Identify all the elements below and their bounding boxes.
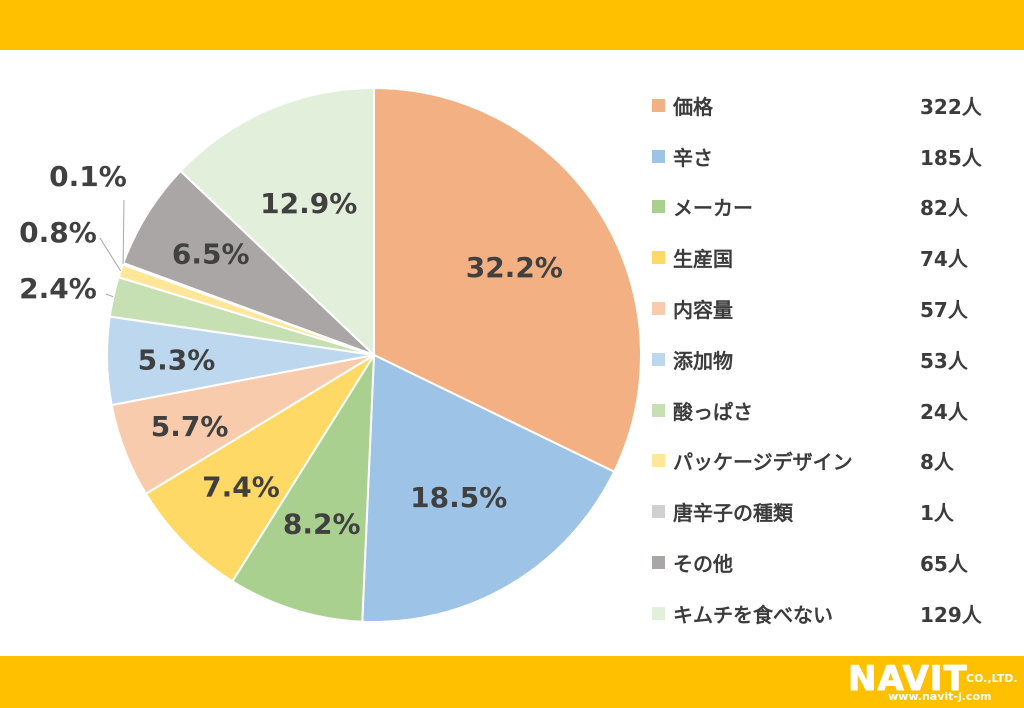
legend-item: 辛さ 185人 bbox=[652, 131, 992, 182]
legend-count: 74人 bbox=[920, 247, 968, 272]
slice-percent-label: 12.9% bbox=[260, 187, 357, 220]
legend-count: 65人 bbox=[920, 552, 968, 577]
legend-label: その他 bbox=[673, 552, 733, 577]
legend-swatch bbox=[652, 200, 665, 214]
legend-item: キムチを食べない 129人 bbox=[652, 588, 992, 639]
slice-percent-label: 7.4% bbox=[202, 470, 280, 503]
logo-wordmark: NAVIT bbox=[848, 659, 968, 699]
legend-count: 82人 bbox=[920, 196, 968, 221]
legend-item: その他 65人 bbox=[652, 537, 992, 588]
legend-label: メーカー bbox=[673, 196, 753, 221]
slice-percent-label: 2.4% bbox=[19, 272, 97, 305]
legend-item: 酸っぱさ 24人 bbox=[652, 385, 992, 436]
legend-swatch bbox=[652, 149, 665, 163]
legend-count: 1人 bbox=[920, 501, 954, 526]
legend-swatch bbox=[652, 606, 665, 620]
slice-percent-label: 5.3% bbox=[138, 343, 216, 376]
legend-swatch bbox=[652, 403, 665, 417]
legend-swatch bbox=[652, 352, 665, 366]
legend-swatch bbox=[652, 505, 665, 519]
chart-legend: 価格 322人辛さ 185人メーカー 82人生産国 74人内容量 57人添加物 53人酸っぱ… bbox=[652, 80, 992, 639]
legend-item: メーカー 82人 bbox=[652, 182, 992, 233]
legend-item: 内容量 57人 bbox=[652, 283, 992, 334]
legend-swatch bbox=[652, 98, 665, 112]
leader-line bbox=[122, 199, 125, 264]
logo-url: www.navit-j.com bbox=[888, 690, 992, 703]
logo-company-suffix: CO.,LTD. bbox=[966, 672, 1018, 685]
pie-slice bbox=[373, 86, 640, 474]
legend-label: 辛さ bbox=[673, 145, 713, 170]
pie-slice bbox=[122, 169, 375, 356]
legend-label: 唐辛子の種類 bbox=[673, 501, 793, 526]
slice-percent-label: 0.1% bbox=[49, 160, 127, 193]
legend-item: パッケージデザイン 8人 bbox=[652, 436, 992, 487]
legend-label: キムチを食べない bbox=[673, 602, 833, 627]
legend-swatch bbox=[652, 302, 665, 316]
slice-percent-label: 8.2% bbox=[283, 507, 361, 540]
pie-chart: 32.2% 18.5% 8.2%7.4% 5.7% 5.3% 2.4% 0.8% 0.1% 6.… bbox=[19, 86, 640, 623]
legend-swatch bbox=[652, 251, 665, 265]
legend-item: 価格 322人 bbox=[652, 80, 992, 131]
top-band bbox=[0, 0, 1024, 50]
legend-count: 24人 bbox=[920, 399, 968, 424]
slice-percent-label: 5.7% bbox=[151, 410, 229, 443]
legend-count: 57人 bbox=[920, 298, 968, 323]
legend-item: 生産国 74人 bbox=[652, 232, 992, 283]
legend-label: 内容量 bbox=[673, 298, 733, 323]
slice-percent-label: 6.5% bbox=[172, 238, 250, 271]
pie-slice bbox=[230, 351, 376, 623]
pie-slice bbox=[179, 86, 375, 358]
legend-item: 添加物 53人 bbox=[652, 334, 992, 385]
legend-swatch bbox=[652, 454, 665, 468]
legend-count: 185人 bbox=[920, 145, 982, 170]
legend-swatch bbox=[652, 556, 665, 570]
legend-label: 添加物 bbox=[673, 348, 733, 373]
legend-item: 唐辛子の種類 1人 bbox=[652, 486, 992, 537]
pie-slice bbox=[144, 354, 375, 583]
leader-line bbox=[99, 237, 122, 272]
legend-count: 8人 bbox=[920, 450, 954, 475]
legend-label: パッケージデザイン bbox=[673, 450, 853, 475]
bottom-band bbox=[0, 656, 1024, 708]
legend-count: 53人 bbox=[920, 348, 968, 373]
legend-count: 129人 bbox=[920, 602, 982, 627]
navit-logo: NAVIT CO.,LTD. www.navit-j.com bbox=[848, 660, 1020, 706]
pie-slice bbox=[361, 353, 616, 623]
slice-percent-label: 32.2% bbox=[466, 251, 563, 284]
leader-line bbox=[105, 293, 114, 298]
legend-label: 酸っぱさ bbox=[673, 399, 753, 424]
legend-label: 生産国 bbox=[673, 247, 733, 272]
slice-percent-label: 0.8% bbox=[19, 216, 97, 249]
slice-percent-label: 18.5% bbox=[410, 481, 507, 514]
legend-label: 価格 bbox=[673, 94, 713, 119]
legend-count: 322人 bbox=[920, 94, 982, 119]
